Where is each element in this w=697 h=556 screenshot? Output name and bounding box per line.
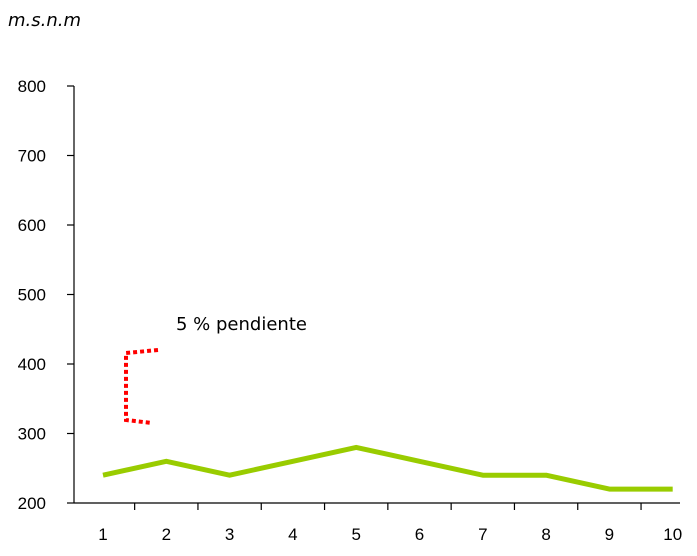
x-tick-label: 9	[605, 525, 614, 544]
series-layer	[102, 444, 673, 492]
x-tick-label: 6	[415, 525, 424, 544]
x-tick-label: 5	[351, 525, 360, 544]
x-tick-label: 1	[98, 525, 107, 544]
y-tick-label: 300	[18, 425, 46, 444]
y-tick-label: 500	[18, 286, 46, 305]
y-tick-label: 800	[18, 77, 46, 96]
y-axis-label: m.s.n.m	[8, 10, 81, 31]
x-tick-label: 8	[541, 525, 550, 544]
y-tick-label: 600	[18, 216, 46, 235]
x-tick-label: 4	[288, 525, 297, 544]
slope-bracket-mark	[124, 348, 159, 425]
slope-annotation: 5 % pendiente	[176, 314, 307, 335]
x-tick-label: 10	[663, 525, 682, 544]
elevation-series-line	[102, 444, 673, 492]
x-tick-label: 3	[225, 525, 234, 544]
x-tick-label: 2	[162, 525, 171, 544]
y-tick-label: 700	[18, 147, 46, 166]
y-axis: 200 300 400 500 600 700 800	[18, 77, 75, 513]
y-tick-label: 200	[18, 494, 46, 513]
x-axis: 1 2 3 4 5 6 7 8 9 10	[74, 502, 682, 544]
x-tick-label: 7	[478, 525, 487, 544]
y-tick-label: 400	[18, 355, 46, 374]
